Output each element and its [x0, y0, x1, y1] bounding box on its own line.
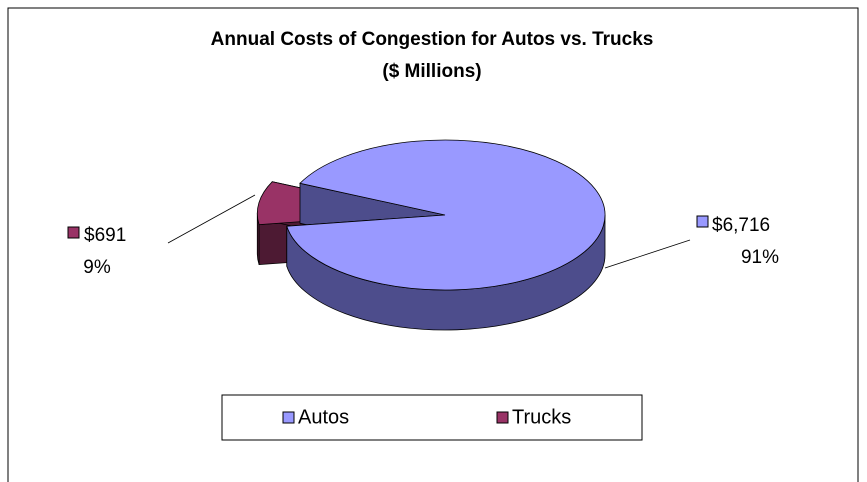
chart-subtitle: ($ Millions) [382, 61, 481, 82]
leader-line [167, 194, 256, 244]
data-label: $6,716 [712, 215, 770, 236]
label-key [67, 226, 80, 239]
legend-label: Autos [298, 406, 349, 428]
legend-swatch [282, 411, 295, 424]
data-label: $691 [84, 225, 126, 246]
label-key [696, 215, 709, 228]
chart-title: Annual Costs of Congestion for Autos vs.… [211, 29, 654, 50]
legend-label: Trucks [512, 406, 571, 428]
leader-line [604, 239, 691, 269]
percent-label: 91% [741, 247, 779, 268]
legend-swatch [496, 411, 509, 424]
percent-label: 9% [83, 257, 111, 278]
slice [286, 139, 606, 291]
